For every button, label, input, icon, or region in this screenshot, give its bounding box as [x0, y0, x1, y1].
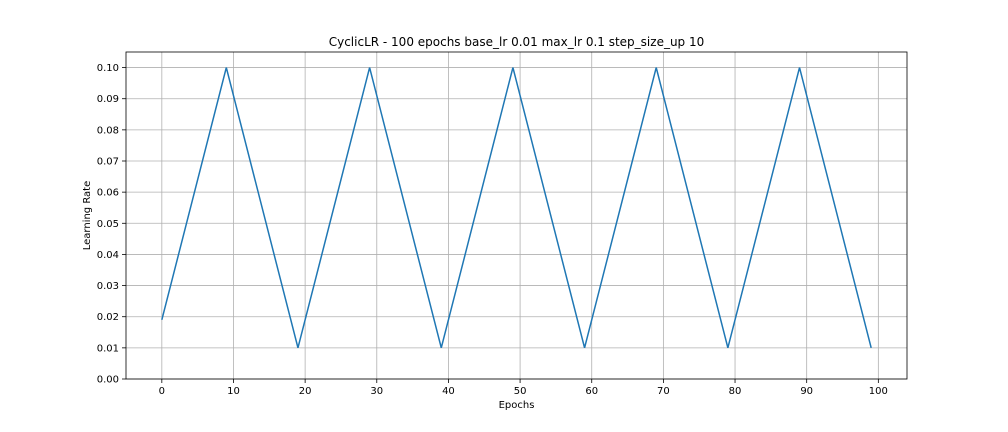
y-tick-label: 0.07 — [97, 157, 119, 168]
series-layer — [161, 67, 872, 349]
y-tick-label: 0.09 — [97, 94, 119, 105]
x-tick-label: 70 — [657, 386, 670, 397]
plot-area — [126, 52, 907, 379]
y-tick-label: 0.00 — [97, 375, 119, 386]
y-tick-label: 0.06 — [97, 188, 119, 199]
series-line — [161, 67, 872, 349]
y-tick-label: 0.01 — [97, 343, 119, 354]
x-tick-label: 60 — [585, 386, 598, 397]
chart-title: CyclicLR - 100 epochs base_lr 0.01 max_l… — [329, 35, 705, 49]
y-tick-label: 0.02 — [97, 312, 119, 323]
x-axis-label: Epochs — [499, 400, 535, 411]
y-axis-label: Learning Rate — [82, 181, 93, 251]
x-tick-label: 100 — [869, 386, 888, 397]
x-tick-label: 90 — [800, 386, 813, 397]
y-tick-label: 0.08 — [97, 125, 119, 136]
x-tick-label: 50 — [514, 386, 527, 397]
x-tick-label: 30 — [370, 386, 383, 397]
x-tick-label: 40 — [442, 386, 455, 397]
plot-frame — [125, 51, 908, 380]
x-tick-label: 10 — [227, 386, 240, 397]
y-tick-label: 0.03 — [97, 281, 119, 292]
x-tick-label: 80 — [729, 386, 742, 397]
y-tick-label: 0.10 — [97, 63, 119, 74]
x-tick-label: 20 — [299, 386, 312, 397]
y-tick-label: 0.04 — [97, 250, 119, 261]
y-axis: 0.00 0.01 0.02 0.03 0.04 0.05 0.06 0.07 0.08 0.09… — [97, 63, 126, 386]
grid — [126, 52, 907, 380]
x-tick-label: 0 — [159, 386, 165, 397]
x-axis: 0 10 20 30 40 50 60 70 80 90 100 — [159, 379, 888, 397]
y-tick-label: 0.05 — [97, 219, 119, 230]
